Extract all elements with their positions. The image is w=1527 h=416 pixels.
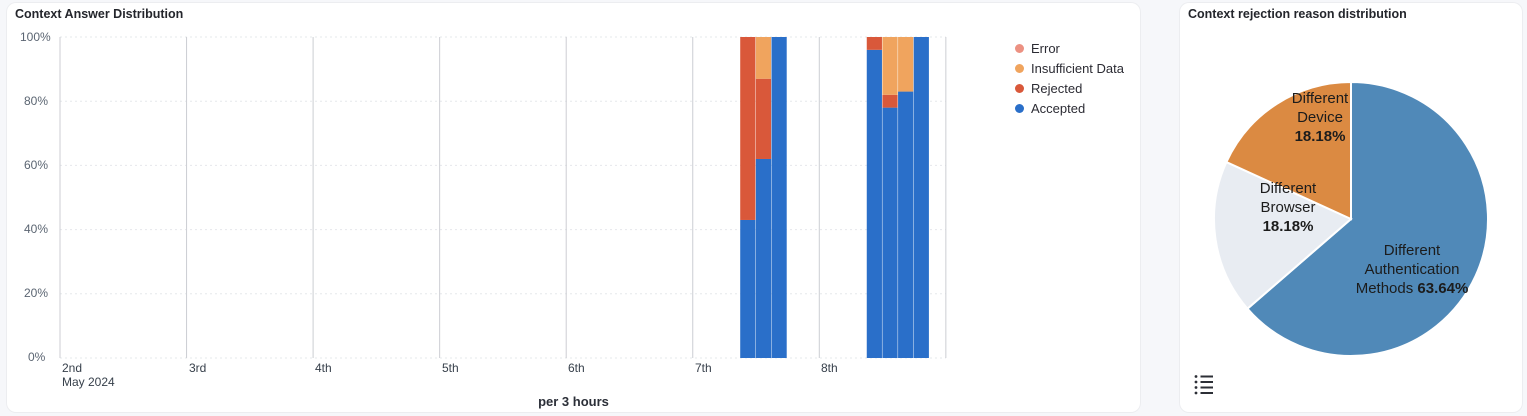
svg-text:Different: Different [1384,242,1441,259]
svg-text:18.18%: 18.18% [1295,128,1346,145]
svg-text:Methods 63.64%: Methods 63.64% [1356,280,1469,297]
svg-text:18.18%: 18.18% [1263,218,1314,235]
svg-text:Browser: Browser [1260,199,1315,216]
svg-text:Different: Different [1292,90,1349,107]
svg-text:Authentication: Authentication [1364,261,1459,278]
svg-text:Device: Device [1297,109,1343,126]
svg-text:Different: Different [1260,180,1317,197]
